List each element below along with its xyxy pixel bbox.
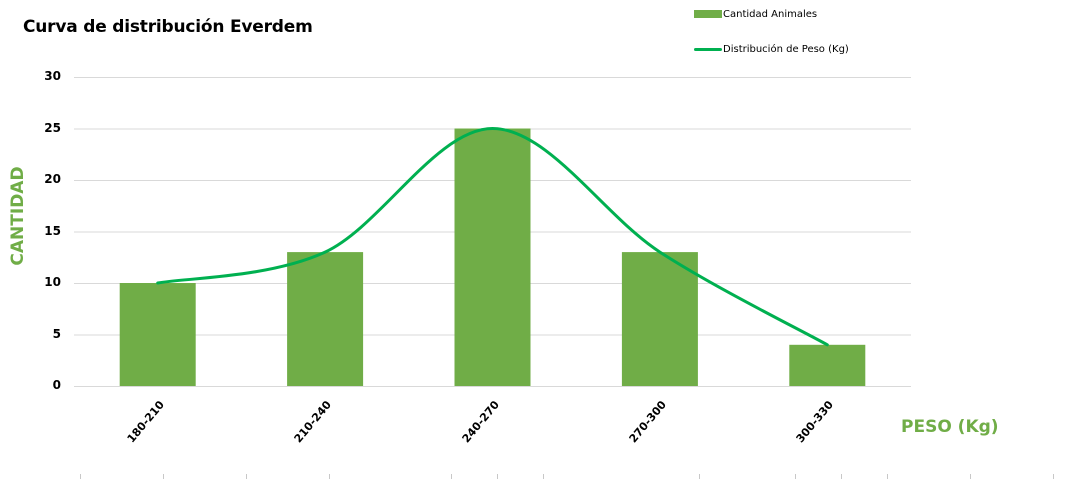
column-divider (329, 474, 330, 479)
legend-item-bars: Cantidad Animales (694, 9, 817, 20)
column-divider (246, 474, 247, 479)
column-divider (80, 474, 81, 479)
y-tick-label: 10 (44, 275, 61, 289)
bar (789, 344, 866, 386)
y-tick-label: 15 (44, 223, 61, 238)
bar (287, 252, 364, 386)
chart-title: Curva de distribución Everdem (23, 17, 313, 37)
bar (119, 283, 196, 386)
column-divider (497, 474, 498, 479)
legend-label: Cantidad Animales (723, 9, 818, 20)
column-divider (1053, 474, 1054, 479)
column-divider (699, 474, 700, 479)
column-divider (543, 474, 544, 479)
column-divider (795, 474, 796, 479)
column-divider (163, 474, 164, 479)
column-divider (451, 474, 452, 479)
column-divider (887, 474, 888, 479)
y-tick-label: 5 (52, 326, 61, 341)
y-tick-label: 25 (44, 120, 61, 135)
legend-item-line: Distribución de Peso (Kg) (694, 44, 849, 55)
bar-series (119, 128, 866, 386)
x-axis-title: PESO (Kg) (901, 417, 999, 437)
bar (454, 128, 531, 386)
line-swatch-icon (694, 47, 722, 51)
y-tick-label: 0 (52, 378, 61, 392)
column-divider (970, 474, 971, 479)
distribution-line (156, 126, 829, 347)
bar-swatch-icon (694, 10, 722, 18)
bar (621, 252, 698, 386)
y-tick-label: 30 (44, 69, 61, 83)
legend-label: Distribución de Peso (Kg) (723, 44, 849, 55)
y-tick-label: 20 (44, 172, 61, 186)
column-divider (841, 474, 842, 479)
